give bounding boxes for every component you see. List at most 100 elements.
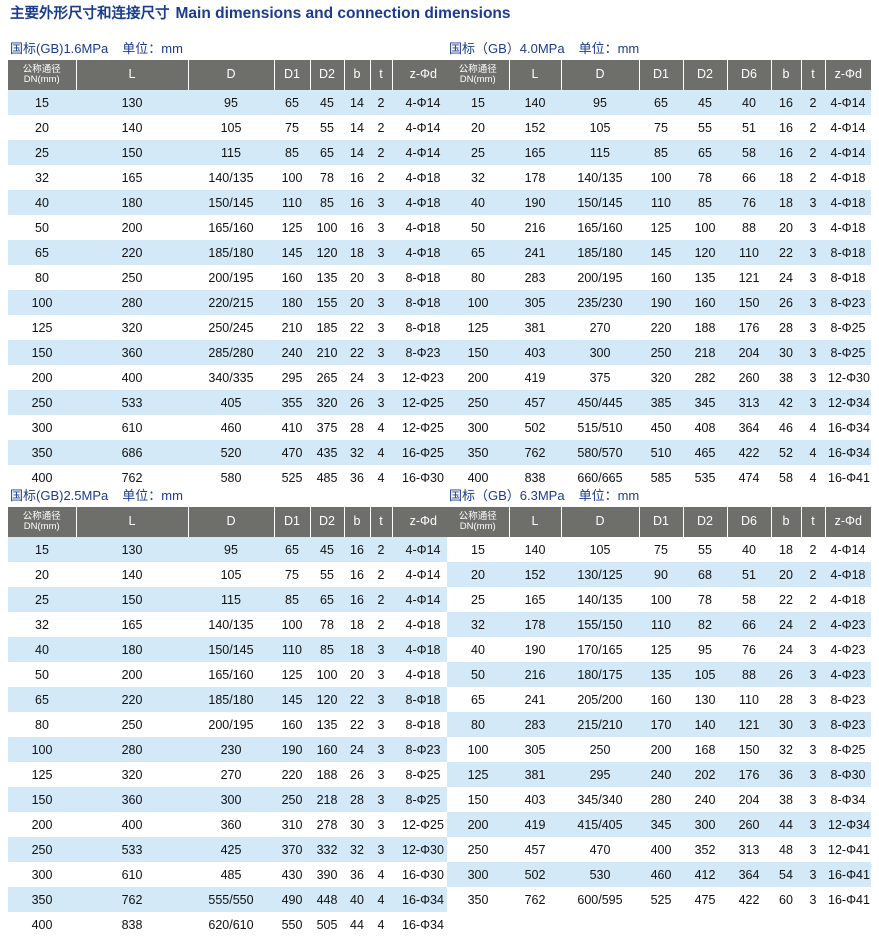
cell-value: 16 bbox=[344, 562, 370, 587]
cell-value: 115 bbox=[188, 587, 274, 612]
cell-value: 100 bbox=[683, 215, 727, 240]
cell-value: 216 bbox=[509, 662, 561, 687]
table-row: 150 360 285/280 240 210 22 3 8-Φ23 bbox=[8, 340, 454, 365]
cell-value: 135 bbox=[683, 265, 727, 290]
cell-dn: 150 bbox=[8, 340, 76, 365]
cell-value: 125 bbox=[639, 637, 683, 662]
table-body: 15 140 105 75 55 40 18 2 4-Φ14 20 152 130/125 90 68 51… bbox=[447, 537, 871, 912]
cell-value: 400 bbox=[76, 365, 188, 390]
cell-value: 14 bbox=[344, 115, 370, 140]
cell-value: 66 bbox=[727, 612, 771, 637]
cell-value: 18 bbox=[771, 165, 801, 190]
cell-value: 100 bbox=[639, 587, 683, 612]
cell-value: 360 bbox=[188, 812, 274, 837]
table-row: 25 165 140/135 100 78 58 22 2 4-Φ18 bbox=[447, 587, 871, 612]
cell-value: 250/245 bbox=[188, 315, 274, 340]
cell-value: 375 bbox=[561, 365, 639, 390]
cell-value: 140 bbox=[683, 712, 727, 737]
cell-value: 340/335 bbox=[188, 365, 274, 390]
cell-dn: 65 bbox=[447, 240, 509, 265]
cell-value: 3 bbox=[801, 637, 825, 662]
cell-value: 530 bbox=[561, 862, 639, 887]
cell-dn: 50 bbox=[447, 215, 509, 240]
cell-value: 4 bbox=[801, 465, 825, 490]
cell-value: 3 bbox=[370, 240, 392, 265]
cell-value: 260 bbox=[727, 812, 771, 837]
cell-value: 160 bbox=[274, 265, 310, 290]
cell-value: 610 bbox=[76, 415, 188, 440]
cell-value: 76 bbox=[727, 637, 771, 662]
cell-value: 4 bbox=[370, 912, 392, 937]
cell-value: 360 bbox=[76, 340, 188, 365]
cell-dn: 32 bbox=[447, 612, 509, 637]
cell-dn: 350 bbox=[447, 440, 509, 465]
cell-value: 24 bbox=[344, 737, 370, 762]
cell-value: 515/510 bbox=[561, 415, 639, 440]
cell-value: 42 bbox=[771, 390, 801, 415]
cell-value: 12-Φ23 bbox=[392, 365, 454, 390]
cell-value: 535 bbox=[683, 465, 727, 490]
cell-dn: 200 bbox=[8, 365, 76, 390]
cell-value: 410 bbox=[274, 415, 310, 440]
cell-value: 2 bbox=[801, 140, 825, 165]
cell-value: 457 bbox=[509, 837, 561, 862]
cell-value: 3 bbox=[801, 687, 825, 712]
cell-dn: 25 bbox=[447, 140, 509, 165]
cell-value: 130/125 bbox=[561, 562, 639, 587]
cell-value: 38 bbox=[771, 787, 801, 812]
cell-value: 28 bbox=[771, 315, 801, 340]
cell-value: 150/145 bbox=[188, 637, 274, 662]
cell-value: 4-Φ18 bbox=[825, 562, 871, 587]
cell-value: 155/150 bbox=[561, 612, 639, 637]
cell-value: 355 bbox=[274, 390, 310, 415]
cell-value: 16-Φ41 bbox=[825, 862, 871, 887]
cell-value: 78 bbox=[310, 165, 344, 190]
table-row: 40 180 150/145 110 85 16 3 4-Φ18 bbox=[8, 190, 454, 215]
cell-value: 3 bbox=[801, 737, 825, 762]
cell-value: 270 bbox=[561, 315, 639, 340]
cell-value: 88 bbox=[727, 662, 771, 687]
cell-value: 26 bbox=[344, 390, 370, 415]
table-header: 公称通径 DN(mm) L D D1 D2 b t z-Φd bbox=[8, 60, 454, 90]
cell-value: 16 bbox=[771, 90, 801, 115]
cell-value: 12-Φ30 bbox=[392, 837, 454, 862]
cell-value: 178 bbox=[509, 165, 561, 190]
cell-value: 58 bbox=[771, 465, 801, 490]
cell-value: 20 bbox=[344, 290, 370, 315]
table-row: 25 150 115 85 65 16 2 4-Φ14 bbox=[8, 587, 454, 612]
cell-value: 460 bbox=[188, 415, 274, 440]
cell-dn: 125 bbox=[8, 315, 76, 340]
cell-value: 65 bbox=[310, 140, 344, 165]
cell-value: 88 bbox=[727, 215, 771, 240]
cell-value: 24 bbox=[771, 637, 801, 662]
dimensions-table: 公称通径 DN(mm) L D D1 D2 b t z-Φd 15 130 95 65… bbox=[8, 507, 454, 937]
cell-value: 95 bbox=[561, 90, 639, 115]
cell-value: 332 bbox=[310, 837, 344, 862]
column-header-dn-line2: DN(mm) bbox=[459, 521, 496, 532]
cell-value: 210 bbox=[310, 340, 344, 365]
cell-value: 8-Φ23 bbox=[392, 737, 454, 762]
cell-value: 180 bbox=[274, 290, 310, 315]
cell-value: 150/145 bbox=[188, 190, 274, 215]
table-row: 350 686 520 470 435 32 4 16-Φ25 bbox=[8, 440, 454, 465]
column-header-dn-line2: DN(mm) bbox=[23, 521, 60, 532]
column-header-d2: D2 bbox=[683, 507, 728, 537]
table-block-gb-4-0mpa: 国标（GB）4.0MPa 单位：mm 公称通径 DN(mm) L D D1 D2 bbox=[447, 38, 871, 490]
cell-value: 600/595 bbox=[561, 887, 639, 912]
table-row: 32 165 140/135 100 78 18 2 4-Φ18 bbox=[8, 612, 454, 637]
cell-dn: 40 bbox=[8, 190, 76, 215]
cell-value: 28 bbox=[771, 687, 801, 712]
cell-value: 283 bbox=[509, 265, 561, 290]
cell-value: 295 bbox=[561, 762, 639, 787]
cell-value: 82 bbox=[683, 612, 727, 637]
cell-value: 110 bbox=[274, 190, 310, 215]
table-row: 25 165 115 85 65 58 16 2 4-Φ14 bbox=[447, 140, 871, 165]
cell-value: 204 bbox=[727, 340, 771, 365]
cell-value: 160 bbox=[639, 687, 683, 712]
cell-value: 78 bbox=[310, 612, 344, 637]
column-header-d6: D6 bbox=[727, 507, 772, 537]
cell-value: 4-Φ18 bbox=[392, 165, 454, 190]
cell-value: 474 bbox=[727, 465, 771, 490]
cell-value: 405 bbox=[188, 390, 274, 415]
cell-value: 75 bbox=[639, 115, 683, 140]
